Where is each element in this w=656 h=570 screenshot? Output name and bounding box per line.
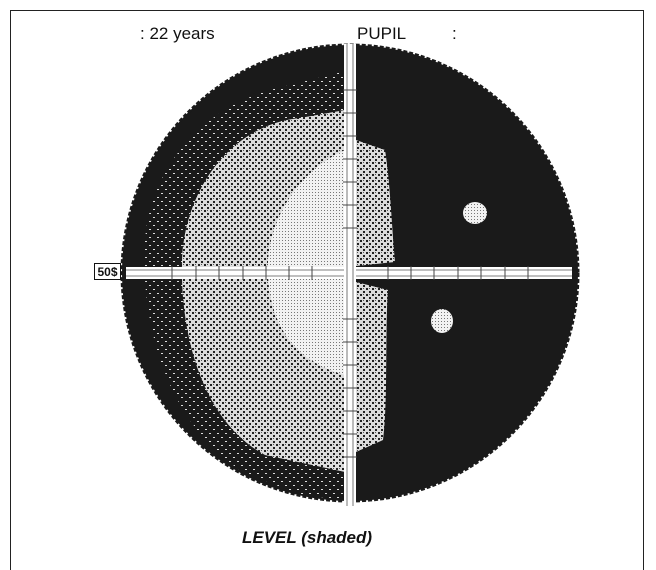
scale-label: 50$ (94, 263, 121, 280)
patient-age-label: : 22 years (140, 24, 215, 43)
right-central-lobe (356, 140, 395, 266)
axis-ticks (171, 89, 529, 458)
right-central-lobe-lower (356, 282, 388, 452)
caption: LEVEL (shaded) (242, 528, 373, 547)
blind-spot-lower (431, 309, 453, 333)
pupil-value: : (452, 24, 457, 43)
pupil-label: PUPIL (357, 24, 407, 43)
high-sensitivity-zone (267, 150, 345, 375)
report-frame (10, 10, 644, 570)
blind-spot-upper (463, 202, 487, 224)
